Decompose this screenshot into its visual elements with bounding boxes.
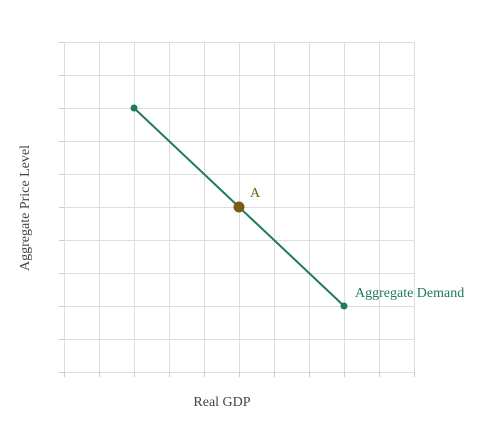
y-axis-title: Aggregate Price Level [18, 145, 33, 271]
axis-ticks [59, 42, 415, 377]
grid [64, 42, 415, 373]
point-a-marker [233, 201, 245, 213]
annotation-layer: A [233, 186, 261, 213]
series-endpoint [130, 104, 138, 112]
x-axis-title: Real GDP [193, 395, 250, 410]
point-a-label: A [250, 186, 261, 201]
series-label-aggregate-demand: Aggregate Demand [355, 286, 464, 301]
series-endpoint [340, 302, 348, 310]
